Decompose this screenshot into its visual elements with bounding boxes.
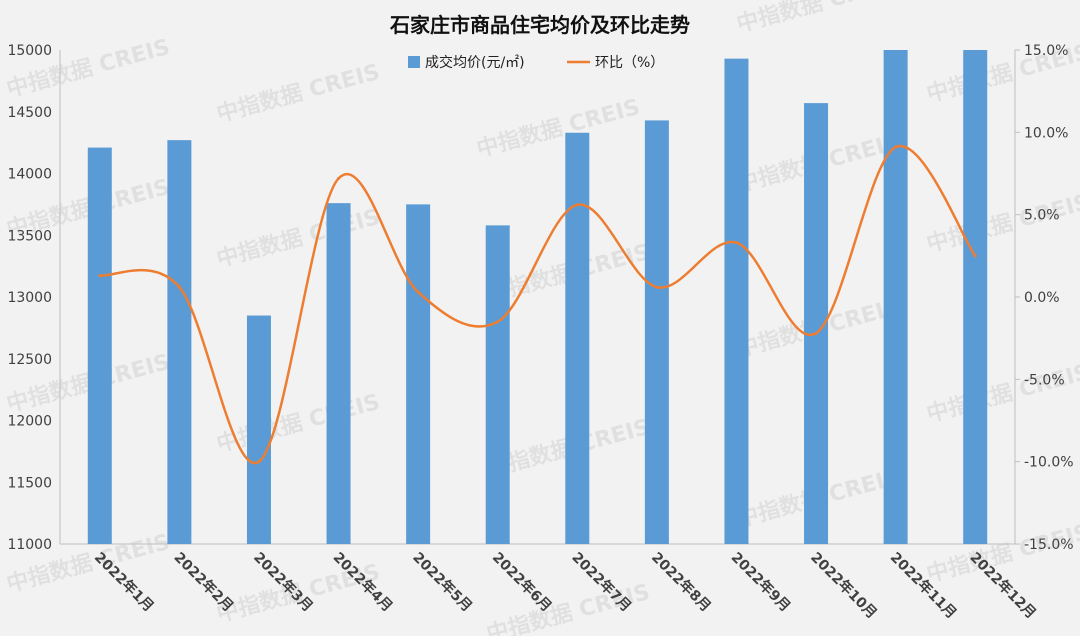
mom-change-point (734, 241, 738, 245)
y-right-tick-label: 5.0% (1024, 208, 1060, 224)
x-tick-label: 2022年2月 (171, 549, 237, 615)
y-left-tick-label: 12500 (7, 352, 52, 368)
mom-change-line (99, 144, 977, 465)
x-tick-label: 2022年6月 (489, 549, 555, 615)
mom-change-point (496, 320, 500, 324)
mom-change-point (894, 145, 898, 149)
y-left-tick-label: 11000 (7, 537, 52, 553)
legend: 成交均价(元/㎡) 环比（%） (408, 54, 664, 71)
price-bar (724, 58, 749, 545)
y-right-tick-label: -10.0% (1024, 455, 1074, 471)
y-left-tick-label: 13000 (7, 290, 52, 306)
x-tick-label: 2022年10月 (807, 549, 880, 622)
watermark-text: 中指数据 CREIS (924, 359, 1080, 428)
y-left-tick-label: 12000 (7, 414, 52, 430)
watermark-text: 中指数据 CREIS (214, 59, 383, 128)
y-right-tick-label: 10.0% (1024, 125, 1068, 141)
bar-series (87, 50, 988, 545)
y-left-tick-label: 13500 (7, 228, 52, 244)
mom-change-point (973, 254, 977, 258)
price-bar (246, 315, 271, 544)
y-left-tick-label: 15000 (7, 43, 52, 59)
chart-title: 石家庄市商品住宅均价及环比走势 (389, 13, 690, 37)
mom-change-point (416, 290, 420, 294)
price-bar (167, 140, 192, 544)
mom-change-point (98, 274, 102, 278)
mom-change-point (814, 331, 818, 335)
y-left-tick-label: 14000 (7, 167, 52, 183)
legend-line-label: 环比（%） (595, 55, 664, 71)
watermark-text: 中指数据 CREIS (734, 0, 903, 38)
y-right-tick-label: -5.0% (1024, 372, 1065, 388)
x-tick-label: 2022年5月 (409, 549, 475, 615)
mom-change-point (257, 460, 261, 464)
price-bar (963, 50, 988, 544)
mom-change-point (575, 203, 579, 207)
x-tick-label: 2022年9月 (728, 549, 794, 615)
price-bar (485, 225, 510, 544)
y-right-tick-label: 0.0% (1024, 290, 1060, 306)
mom-change-point (655, 285, 659, 289)
price-bar (326, 203, 351, 544)
mom-change-point (177, 285, 181, 289)
y-left-tick-label: 14500 (7, 105, 52, 121)
line-series (98, 144, 977, 465)
price-bar (565, 132, 590, 544)
y-right-tick-label: 15.0% (1024, 43, 1068, 59)
y-left-tick-label: 11500 (7, 475, 52, 491)
watermark-text: 中指数据 CREIS (214, 204, 383, 273)
price-bar (406, 204, 431, 544)
legend-bar-label: 成交均价(元/㎡) (425, 54, 525, 71)
legend-bar-swatch (408, 56, 420, 68)
mom-change-point (337, 176, 341, 180)
price-bar (883, 50, 908, 544)
axes-layer: 11000 11500 12000 12500 13000 13500 14000 14500… (7, 43, 1073, 553)
price-bar (87, 147, 112, 544)
price-bar (644, 120, 669, 545)
x-tick-label: 2022年8月 (648, 549, 714, 615)
y-right-tick-label: -15.0% (1024, 537, 1074, 553)
watermark-text: 中指数据 CREIS (474, 94, 643, 163)
watermark-layer: 中指数据 CREIS 中指数据 CREIS 中指数据 CREIS 中指数据 CREIS… (4, 0, 1080, 636)
